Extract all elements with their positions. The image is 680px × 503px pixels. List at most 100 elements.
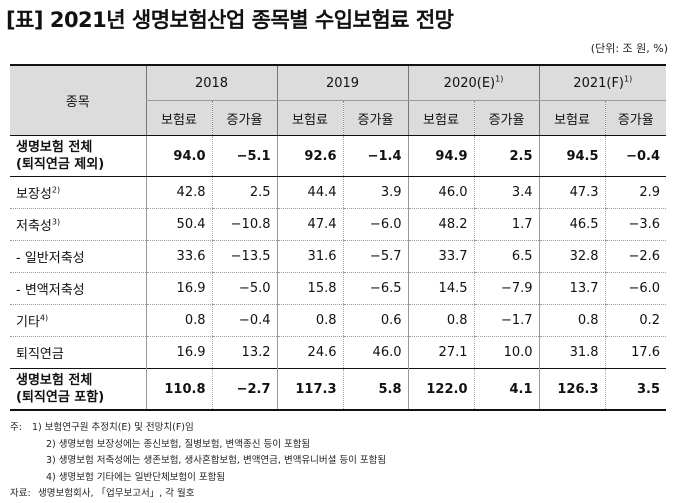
header-growth: 증가율 [473, 100, 540, 136]
premium-cell: 44.4 [276, 176, 343, 209]
growth-cell: −13.5 [211, 240, 277, 273]
growth-cell: −6.0 [604, 272, 667, 305]
header-category: 종목 [10, 64, 146, 136]
row-label: 생명보험 전체 (퇴직연금 포함) [10, 368, 146, 411]
note-3: 3) 생명보험 저축성에는 생존보험, 생사혼합보험, 변액연금, 변액유니버셜… [46, 455, 387, 466]
growth-cell: 2.5 [211, 176, 277, 209]
premium-cell: 47.4 [276, 208, 343, 241]
premium-cell: 94.9 [407, 135, 474, 177]
row-label: - 변액저축성 [10, 272, 146, 305]
header-year-2021f: 2021(F)1) [538, 64, 667, 101]
header-year-2020e: 2020(E)1) [407, 64, 540, 101]
header-premium: 보험료 [407, 100, 474, 136]
growth-cell: −7.9 [473, 272, 540, 305]
table-row: 생명보험 전체 (퇴직연금 포함) 110.8 −2.7 117.3 5.8 122.0 4.… [10, 368, 667, 411]
growth-cell: 3.4 [473, 176, 540, 209]
source-note: 자료: 생명보험회사, 「업무보고서」, 각 월호 [10, 486, 386, 503]
premium-cell: 0.8 [145, 304, 212, 337]
table-row: 퇴직연금 16.9 13.2 24.6 46.0 27.1 10.0 31.8 17.6 [10, 336, 667, 369]
header-premium: 보험료 [276, 100, 343, 136]
unit-label: (단위: 조 원, %) [590, 42, 668, 55]
header-row-years: 종목 2018 2019 2020(E)1) 2021(F)1) [10, 64, 667, 136]
row-label: - 일반저축성 [10, 240, 146, 273]
row-label: 퇴직연금 [10, 336, 146, 369]
premium-cell: 16.9 [145, 336, 212, 369]
growth-cell: −2.7 [211, 368, 277, 411]
premium-cell: 33.7 [407, 240, 474, 273]
premium-cell: 0.8 [407, 304, 474, 337]
header-growth: 증가율 [604, 100, 667, 136]
table-row: 기타4) 0.8 −0.4 0.8 0.6 0.8 −1.7 0.8 0.2 [10, 304, 667, 337]
premium-cell: 110.8 [145, 368, 212, 411]
row-label: 생명보험 전체 (퇴직연금 제외) [10, 135, 146, 177]
premium-cell: 0.8 [276, 304, 343, 337]
premium-cell: 46.0 [407, 176, 474, 209]
header-year-2019: 2019 [276, 64, 408, 101]
growth-cell: 0.6 [342, 304, 408, 337]
premium-cell: 122.0 [407, 368, 474, 411]
premium-cell: 13.7 [538, 272, 606, 305]
table-row: - 변액저축성 16.9 −5.0 15.8 −6.5 14.5 −7.9 13.7 −6.0 [10, 272, 667, 305]
growth-cell: 2.9 [604, 176, 667, 209]
premium-cell: 126.3 [538, 368, 606, 411]
growth-cell: −0.4 [604, 135, 667, 177]
premium-cell: 33.6 [145, 240, 212, 273]
growth-cell: −1.7 [473, 304, 540, 337]
table-row: 저축성3) 50.4 −10.8 47.4 −6.0 48.2 1.7 46.5 −3.6 [10, 208, 667, 241]
growth-cell: 13.2 [211, 336, 277, 369]
premium-cell: 94.0 [145, 135, 212, 177]
premium-forecast-table: 종목 2018 2019 2020(E)1) 2021(F)1) 보험료 증가율… [10, 64, 667, 411]
note-2: 2) 생명보험 보장성에는 종신보험, 질병보험, 변액종신 등이 포함됨 [46, 438, 311, 450]
note-4: 4) 생명보험 기타에는 일반단체보험이 포함됨 [46, 471, 226, 483]
growth-cell: −3.6 [604, 208, 667, 241]
premium-cell: 15.8 [276, 272, 343, 305]
premium-cell: 42.8 [145, 176, 212, 209]
growth-cell: −10.8 [211, 208, 277, 241]
growth-cell: 3.9 [342, 176, 408, 209]
growth-cell: −5.7 [342, 240, 408, 273]
growth-cell: −5.1 [211, 135, 277, 177]
premium-cell: 31.8 [538, 336, 606, 369]
growth-cell: 4.1 [473, 368, 540, 411]
table-row: 생명보험 전체 (퇴직연금 제외) 94.0 −5.1 92.6 −1.4 94.9 2.5 9… [10, 135, 667, 177]
table-row: - 일반저축성 33.6 −13.5 31.6 −5.7 33.7 6.5 32.8 −2.6 [10, 240, 667, 273]
header-growth: 증가율 [211, 100, 277, 136]
growth-cell: −1.4 [342, 135, 408, 177]
row-label: 기타4) [10, 304, 146, 337]
premium-cell: 92.6 [276, 135, 343, 177]
growth-cell: 0.2 [604, 304, 667, 337]
premium-cell: 94.5 [538, 135, 606, 177]
note-1: 주: 1) 보험연구원 추정치(E) 및 전망치(F)임 [10, 420, 386, 437]
growth-cell: 17.6 [604, 336, 667, 369]
premium-cell: 14.5 [407, 272, 474, 305]
premium-cell: 47.3 [538, 176, 606, 209]
premium-cell: 16.9 [145, 272, 212, 305]
premium-cell: 24.6 [276, 336, 343, 369]
table-row: 보장성2) 42.8 2.5 44.4 3.9 46.0 3.4 47.3 2.9 [10, 176, 667, 209]
growth-cell: 6.5 [473, 240, 540, 273]
growth-cell: −5.0 [211, 272, 277, 305]
growth-cell: 2.5 [473, 135, 540, 177]
table-title: [표] 2021년 생명보험산업 종목별 수입보험료 전망 [6, 8, 454, 32]
premium-cell: 32.8 [538, 240, 606, 273]
premium-cell: 117.3 [276, 368, 343, 411]
premium-cell: 48.2 [407, 208, 474, 241]
premium-cell: 0.8 [538, 304, 606, 337]
growth-cell: 1.7 [473, 208, 540, 241]
source-head: 자료: [10, 488, 31, 499]
table-notes: 주: 1) 보험연구원 추정치(E) 및 전망치(F)임 2) 생명보험 보장성에… [10, 420, 386, 503]
header-premium: 보험료 [145, 100, 212, 136]
growth-cell: −6.0 [342, 208, 408, 241]
premium-cell: 46.5 [538, 208, 606, 241]
premium-cell: 31.6 [276, 240, 343, 273]
growth-cell: 46.0 [342, 336, 408, 369]
header-year-2018: 2018 [145, 64, 277, 101]
growth-cell: −2.6 [604, 240, 667, 273]
row-label: 보장성2) [10, 176, 146, 209]
growth-cell: 5.8 [342, 368, 408, 411]
premium-cell: 27.1 [407, 336, 474, 369]
growth-cell: 10.0 [473, 336, 540, 369]
row-label: 저축성3) [10, 208, 146, 241]
notes-head: 주: [10, 422, 22, 433]
header-growth: 증가율 [342, 100, 408, 136]
